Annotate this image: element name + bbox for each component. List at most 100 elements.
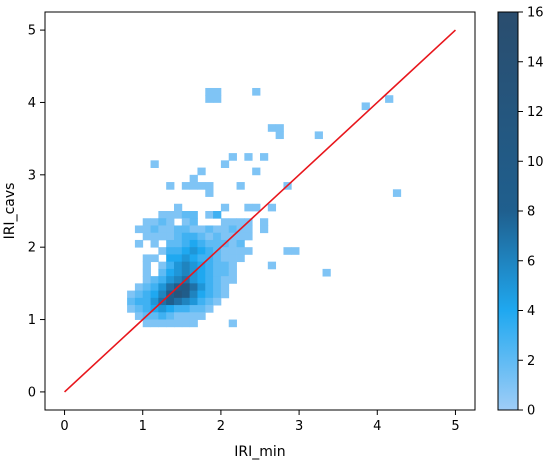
heatmap-bin bbox=[150, 239, 159, 248]
heatmap-bin bbox=[158, 319, 167, 328]
heatmap-bin bbox=[142, 218, 151, 226]
heatmap-bin bbox=[166, 283, 175, 291]
heatmap-bin bbox=[189, 261, 198, 270]
x-tick-label: 5 bbox=[451, 419, 459, 434]
reference-line bbox=[64, 29, 456, 393]
heatmap-bin bbox=[228, 268, 237, 277]
heatmap-bin bbox=[228, 254, 237, 263]
heatmap-bin bbox=[142, 232, 151, 241]
heatmap-bin bbox=[205, 276, 214, 284]
heatmap-bin bbox=[158, 218, 167, 226]
heatmap-bin bbox=[166, 305, 175, 313]
heatmap-bin bbox=[228, 261, 237, 270]
heatmap-bin bbox=[228, 239, 237, 248]
heatmap-bin bbox=[189, 225, 198, 234]
heatmap-bin bbox=[150, 297, 159, 306]
heatmap-bin bbox=[181, 211, 191, 219]
heatmap-bin bbox=[181, 312, 191, 320]
heatmap-bin bbox=[150, 319, 159, 328]
heatmap-bin bbox=[213, 268, 222, 277]
heatmap-bin bbox=[142, 225, 151, 234]
heatmap-bin bbox=[127, 297, 136, 306]
heatmap-bin bbox=[174, 247, 183, 255]
heatmap-bin bbox=[205, 189, 214, 197]
heatmap-bin bbox=[181, 283, 191, 291]
y-tick-label: 1 bbox=[28, 313, 36, 328]
x-tick-label: 2 bbox=[217, 419, 225, 434]
heatmap-bin bbox=[166, 247, 175, 255]
heatmap-bin bbox=[197, 239, 206, 248]
heatmap-bin bbox=[150, 160, 159, 168]
heatmap-bin bbox=[213, 87, 222, 96]
heatmap-bin bbox=[197, 167, 206, 176]
heatmap-bin bbox=[228, 153, 237, 161]
heatmap-bin bbox=[213, 283, 222, 291]
colorbar bbox=[497, 11, 519, 411]
heatmap-bin bbox=[166, 276, 175, 284]
heatmap-bin bbox=[181, 218, 191, 226]
heatmap-bin bbox=[150, 218, 159, 226]
heatmap-bin bbox=[205, 95, 214, 103]
colorbar-tick-label: 8 bbox=[527, 205, 535, 220]
heatmap-bin bbox=[134, 239, 144, 248]
heatmap-bin bbox=[252, 167, 261, 176]
x-axis-ticks: 0 1 2 3 4 5 bbox=[60, 410, 460, 434]
heatmap-bin bbox=[260, 225, 269, 234]
heatmap-bin bbox=[236, 254, 245, 263]
heatmap-bin bbox=[181, 247, 191, 255]
heatmap-bin bbox=[244, 232, 253, 241]
heatmap-bin bbox=[213, 297, 222, 306]
heatmap-bin bbox=[314, 131, 323, 140]
heatmap-bin bbox=[205, 268, 214, 277]
heatmap-bin bbox=[158, 261, 167, 270]
heatmap-bin bbox=[150, 312, 159, 320]
heatmap-bin bbox=[228, 247, 237, 255]
heatmap-bin bbox=[174, 305, 183, 313]
heatmap-bin bbox=[205, 239, 214, 248]
heatmap-bin bbox=[220, 268, 230, 277]
heatmap-bin bbox=[174, 203, 183, 212]
heatmap-bin bbox=[197, 254, 206, 263]
colorbar-tick-label: 0 bbox=[527, 404, 535, 419]
colorbar-tick-label: 6 bbox=[527, 254, 535, 269]
heatmap-bin bbox=[197, 290, 206, 299]
heatmap-bin bbox=[166, 182, 175, 190]
heatmap-bin bbox=[166, 211, 175, 219]
heatmap-bin bbox=[158, 225, 167, 234]
heatmap-bin bbox=[189, 182, 198, 190]
heatmap-bin bbox=[197, 247, 206, 255]
heatmap-bin bbox=[166, 261, 175, 270]
heatmap-bin bbox=[142, 319, 151, 328]
heatmap-bin bbox=[166, 239, 175, 248]
y-tick-label: 4 bbox=[28, 96, 36, 111]
heatmap-bin bbox=[158, 211, 167, 219]
heatmap-bin bbox=[142, 297, 151, 306]
heatmap-bin bbox=[189, 211, 198, 219]
heatmap-bin bbox=[181, 297, 191, 306]
heatmap-bin bbox=[189, 239, 198, 248]
x-tick-label: 1 bbox=[139, 419, 147, 434]
heatmap-bin bbox=[166, 312, 175, 320]
heatmap-bin bbox=[174, 290, 183, 299]
heatmap-bin bbox=[174, 297, 183, 306]
heatmap-bin bbox=[220, 254, 230, 263]
heatmap-bin bbox=[174, 261, 183, 270]
heatmap-bin bbox=[158, 290, 167, 299]
heatmap-bin bbox=[181, 232, 191, 241]
heatmap-bin bbox=[181, 239, 191, 248]
heatmap-bin bbox=[189, 174, 198, 183]
heatmap-bin bbox=[236, 247, 245, 255]
colorbar-tick-label: 14 bbox=[527, 55, 544, 70]
heatmap-bin bbox=[244, 247, 253, 255]
heatmap-bin bbox=[236, 239, 245, 248]
heatmap-bin bbox=[205, 211, 214, 219]
y-tick-label: 2 bbox=[28, 241, 36, 256]
colorbar-ticks: 0 2 4 6 8 10 12 14 16 bbox=[518, 6, 544, 419]
heatmap-bin bbox=[205, 182, 214, 190]
heatmap-bin bbox=[220, 261, 230, 270]
heatmap-bin bbox=[197, 182, 206, 190]
heatmap-bin bbox=[220, 283, 230, 291]
heatmap-bin bbox=[197, 312, 206, 320]
heatmap-bin bbox=[236, 218, 245, 226]
